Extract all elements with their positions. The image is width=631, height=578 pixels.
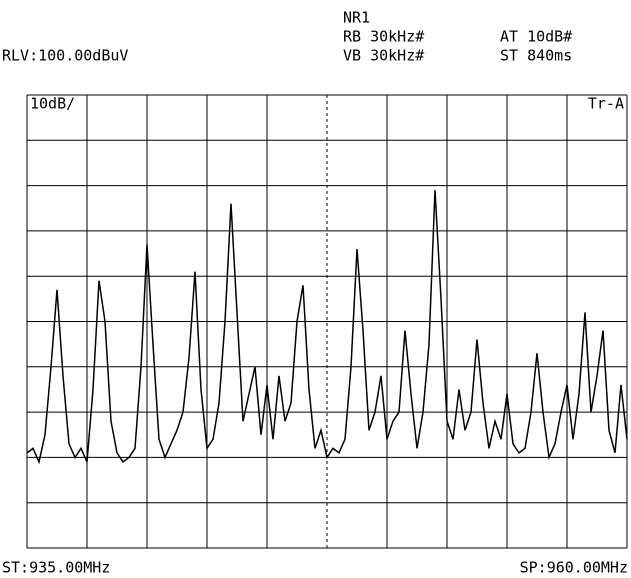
annotation: ST 840ms <box>500 47 572 65</box>
annotation: AT 10dB# <box>500 28 572 46</box>
annotation: NR1 <box>343 9 370 27</box>
annotation: RB 30kHz# <box>343 28 424 46</box>
annotation: 10dB/ <box>30 95 75 113</box>
annotation: SP:960.00MHz <box>520 559 628 577</box>
trace <box>26 190 628 465</box>
annotation: Tr-A <box>588 95 624 113</box>
annotation: RLV:100.00dBuV <box>2 47 128 65</box>
annotation: ST:935.00MHz <box>2 559 110 577</box>
annotation: VB 30kHz# <box>343 47 424 65</box>
